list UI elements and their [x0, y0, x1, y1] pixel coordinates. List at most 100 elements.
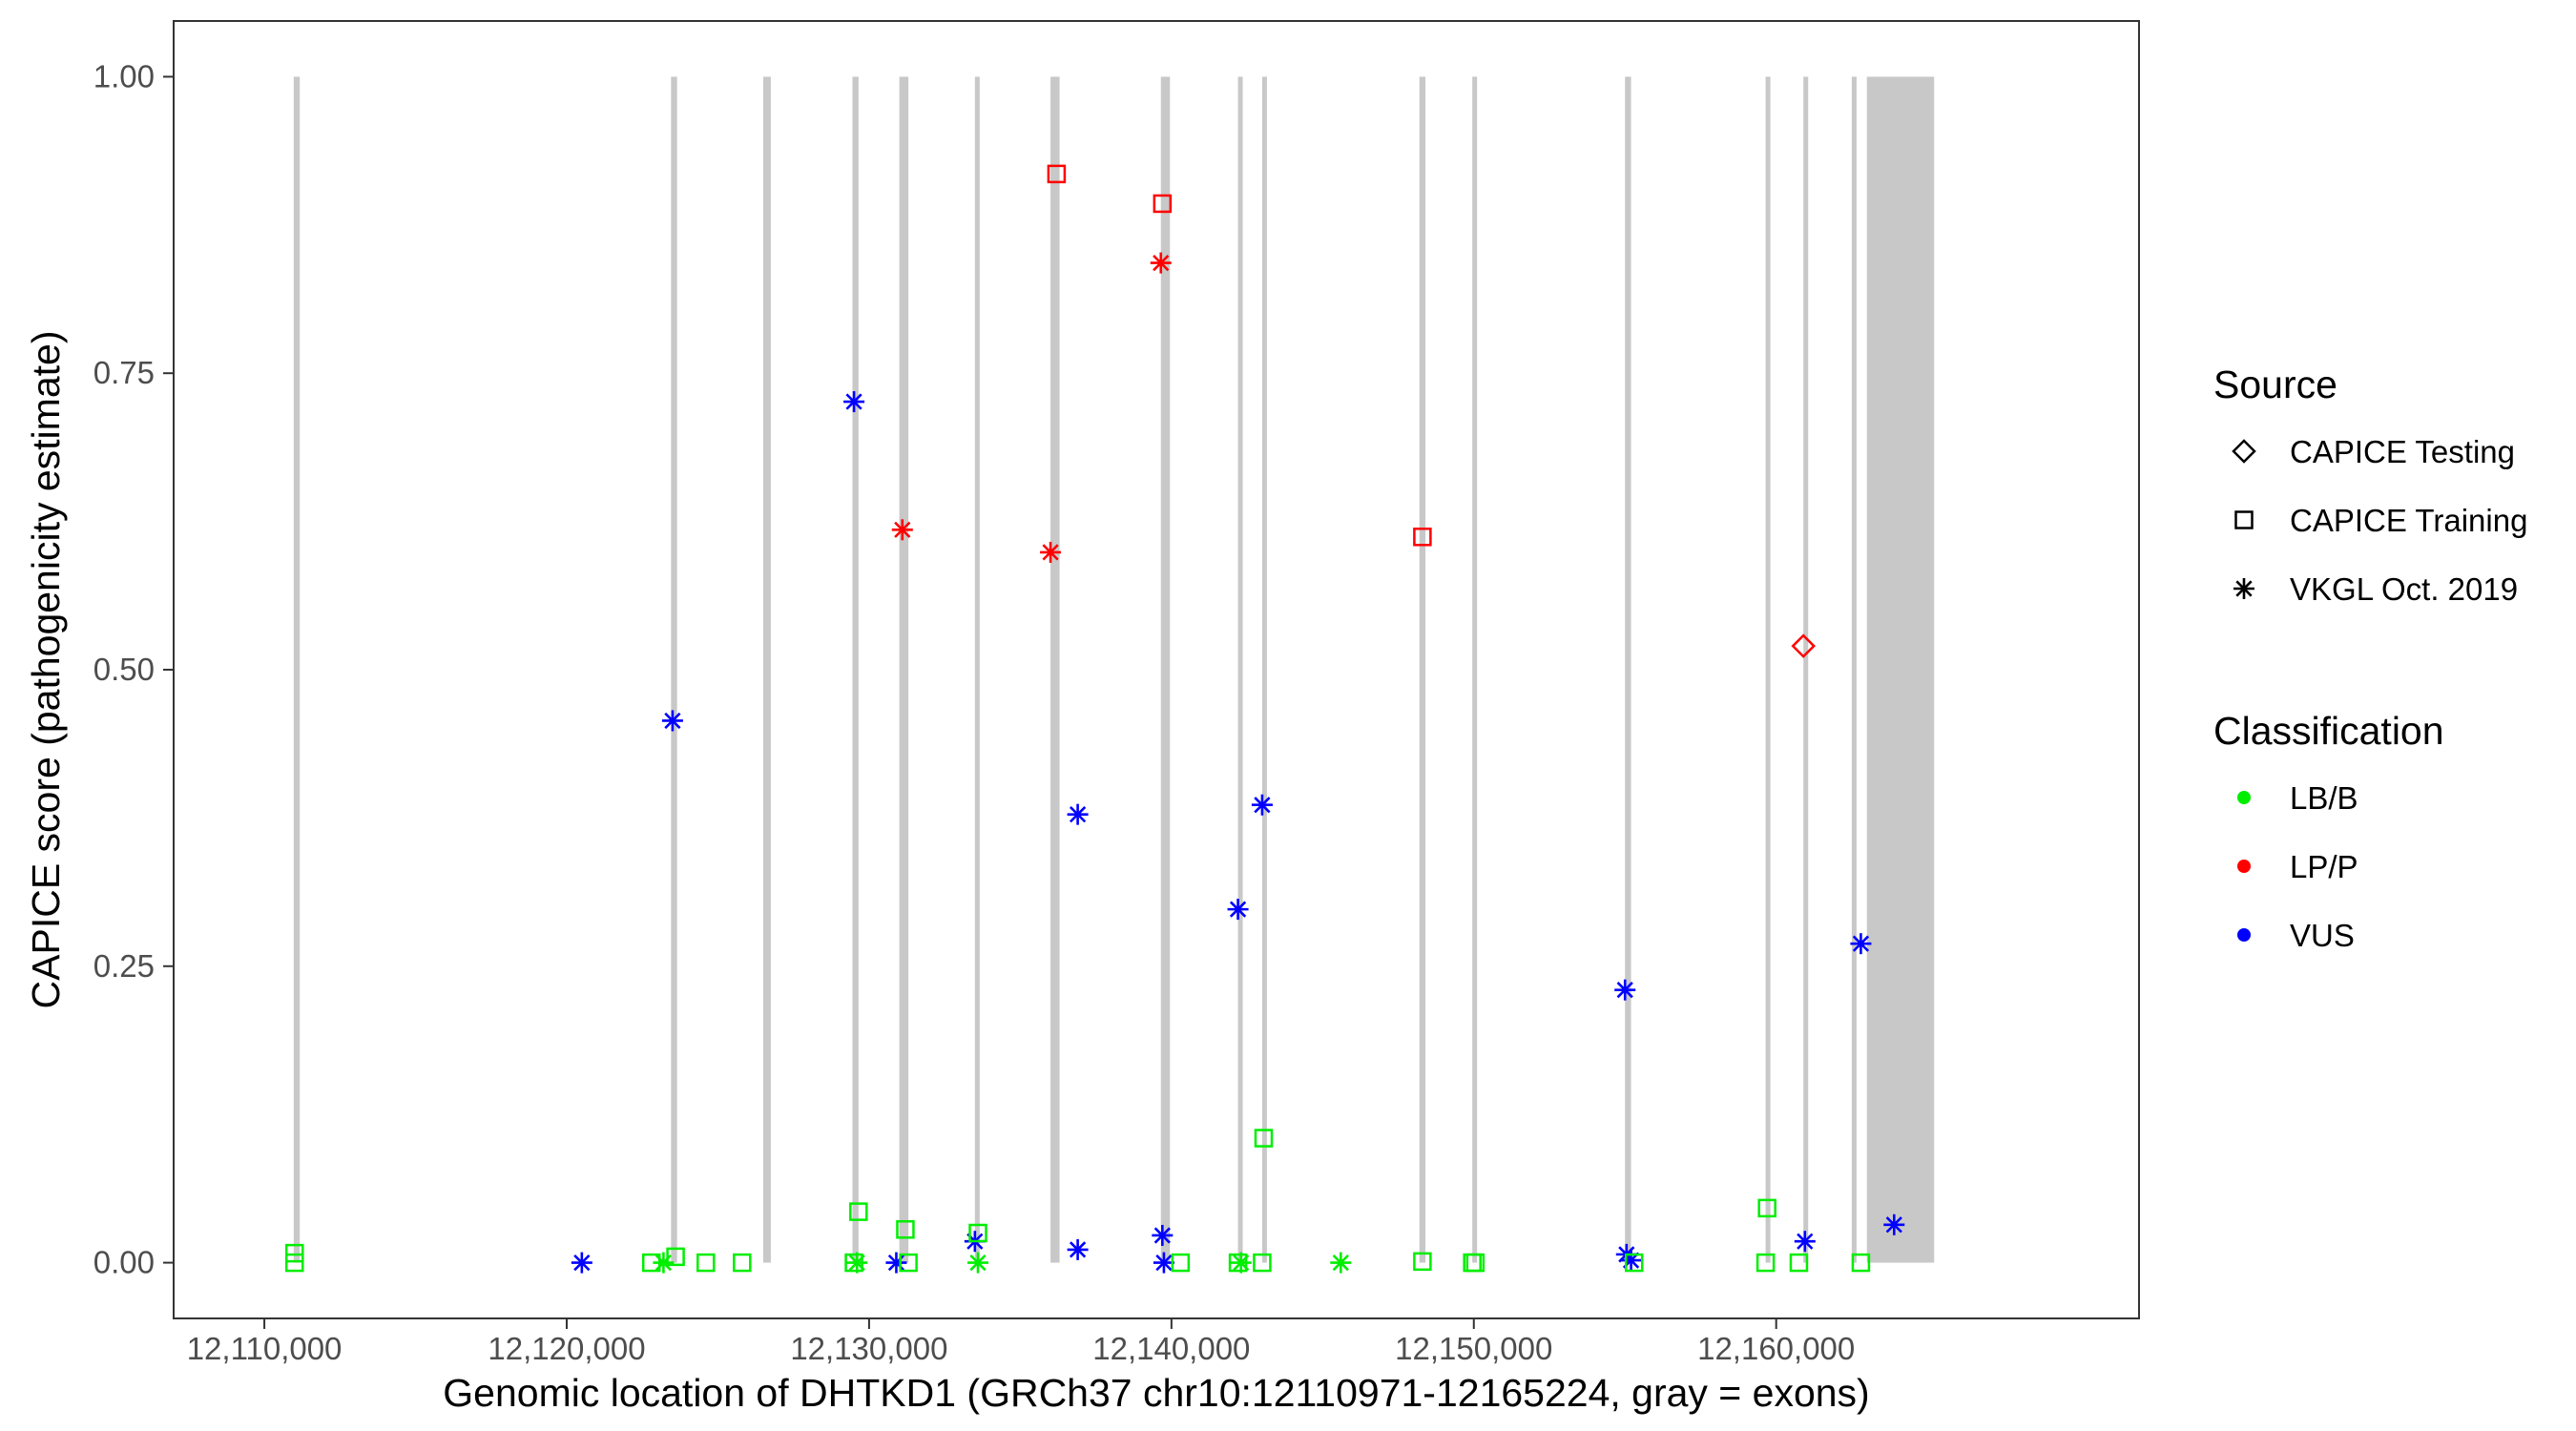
- data-point: [1067, 803, 1089, 825]
- legend-source-title: Source: [2213, 363, 2337, 406]
- data-point: [1153, 1252, 1174, 1274]
- asterisk-stroke: [1153, 1227, 1171, 1244]
- y-tick-label: 0.75: [93, 355, 155, 390]
- data-point: [696, 1253, 716, 1273]
- data-point: [1413, 528, 1432, 547]
- x-tick-label: 12,160,000: [1697, 1331, 1855, 1366]
- exon-band: [852, 76, 859, 1263]
- exon-band: [293, 76, 301, 1263]
- asterisk-stroke: [664, 712, 681, 730]
- point-layer: [285, 164, 1905, 1274]
- legend-classification-key: [2237, 791, 2251, 804]
- data-point: [846, 1252, 868, 1274]
- data-point: [843, 391, 865, 413]
- data-point: [896, 1220, 915, 1239]
- legend-classification: Classification LB/B LP/P VUS: [2213, 709, 2444, 953]
- data-point: [1047, 164, 1067, 184]
- exon-band: [974, 76, 980, 1263]
- data-point: [967, 1252, 989, 1274]
- exon-band: [1160, 76, 1171, 1263]
- x-tick-label: 12,110,000: [187, 1331, 343, 1366]
- asterisk-stroke: [1069, 806, 1087, 823]
- data-point: [1614, 979, 1636, 1001]
- asterisk-stroke: [1797, 1233, 1814, 1250]
- data-point: [1755, 1253, 1776, 1273]
- data-point: [1465, 1253, 1485, 1273]
- data-point: [1227, 899, 1249, 921]
- data-point: [285, 1253, 304, 1273]
- data-point: [1883, 1213, 1905, 1235]
- y-tick-label: 0.25: [93, 948, 155, 984]
- asterisk-stroke: [845, 393, 862, 410]
- legend-source-key: [2234, 510, 2254, 529]
- exon-band: [1261, 76, 1267, 1263]
- exon-band: [1472, 76, 1478, 1263]
- legend-classification-label: VUS: [2290, 918, 2355, 953]
- data-point: [1040, 541, 1062, 563]
- data-point: [1620, 1250, 1642, 1272]
- data-point: [1150, 252, 1172, 274]
- x-tick-label: 12,140,000: [1092, 1331, 1250, 1366]
- data-point: [1254, 1129, 1274, 1148]
- y-tick-label: 0.00: [93, 1245, 155, 1280]
- data-point: [661, 710, 683, 732]
- y-tick-label: 0.50: [93, 652, 155, 687]
- legend-source-label: CAPICE Training: [2290, 503, 2527, 538]
- exon-band: [763, 76, 771, 1263]
- exon-band: [1625, 76, 1631, 1263]
- asterisk-stroke: [1885, 1216, 1902, 1234]
- legend-classification-key: [2237, 928, 2251, 942]
- asterisk-stroke: [1852, 935, 1870, 952]
- data-point: [1171, 1253, 1191, 1273]
- y-tick-label: 1.00: [93, 58, 155, 93]
- asterisk-stroke: [1069, 1241, 1087, 1258]
- asterisk-stroke: [1332, 1254, 1349, 1272]
- data-point: [1230, 1252, 1252, 1274]
- legend-source-label: CAPICE Testing: [2290, 434, 2515, 469]
- exon-band: [1050, 76, 1060, 1263]
- data-point: [1791, 633, 1816, 658]
- asterisk-stroke: [2235, 580, 2253, 597]
- data-point: [666, 1247, 685, 1267]
- exon-band: [1237, 76, 1243, 1263]
- legend-classification-label: LB/B: [2290, 780, 2358, 816]
- data-point: [968, 1223, 987, 1243]
- legend-source-key: [2232, 439, 2256, 464]
- legend-source-key: [2233, 578, 2254, 599]
- legend-source: Source CAPICE Testing CAPICE Training VKGL…: [2213, 363, 2527, 607]
- legend-classification-label: LP/P: [2290, 849, 2358, 884]
- exon-layer: [293, 76, 1935, 1263]
- asterisk-stroke: [1616, 982, 1633, 999]
- asterisk-stroke: [1233, 1254, 1250, 1272]
- asterisk-stroke: [1153, 254, 1170, 272]
- exon-band: [1866, 76, 1935, 1263]
- exon-band: [1765, 76, 1771, 1263]
- y-axis-title: CAPICE score (pathogenicity estimate): [24, 331, 68, 1009]
- data-point: [285, 1243, 304, 1263]
- exon-band: [1851, 76, 1857, 1263]
- x-tick-label: 12,120,000: [488, 1331, 645, 1366]
- data-point: [1067, 1238, 1089, 1260]
- asterisk-stroke: [1254, 797, 1271, 814]
- data-point: [1850, 933, 1872, 955]
- asterisk-stroke: [1155, 1254, 1173, 1272]
- data-point: [1851, 1253, 1871, 1273]
- data-point: [849, 1202, 868, 1221]
- exon-band: [1803, 76, 1809, 1263]
- x-tick-label: 12,150,000: [1395, 1331, 1552, 1366]
- legend-classification-title: Classification: [2213, 709, 2444, 753]
- data-point: [1253, 1253, 1272, 1273]
- data-point: [1624, 1253, 1644, 1273]
- data-point: [1153, 194, 1173, 214]
- asterisk-stroke: [969, 1254, 987, 1272]
- asterisk-stroke: [848, 1254, 865, 1272]
- exon-band: [1419, 76, 1426, 1263]
- data-point: [1757, 1198, 1776, 1218]
- data-point: [733, 1253, 752, 1273]
- data-point: [571, 1252, 592, 1274]
- x-axis-title: Genomic location of DHTKD1 (GRCh37 chr10…: [443, 1371, 1869, 1415]
- data-point: [891, 519, 913, 541]
- axis-layer: 12,110,000 12,120,000 12,130,000 12,140,000…: [93, 58, 1856, 1366]
- asterisk-stroke: [894, 521, 911, 538]
